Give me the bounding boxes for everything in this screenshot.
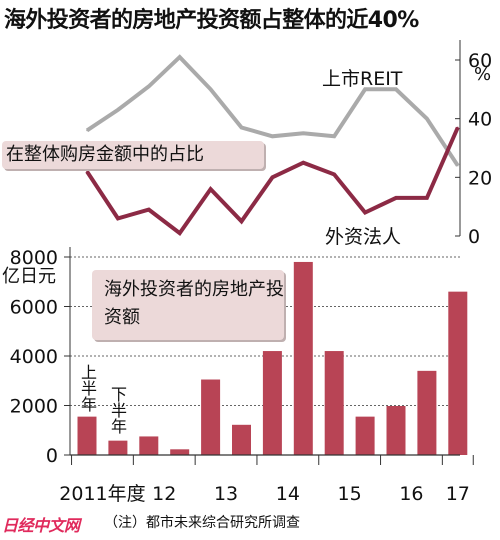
bar-2011下半年 [108, 440, 128, 455]
series-line-reit-point [302, 132, 305, 135]
chart-title: 海外投资者的房地产投资额占整体的近40% [4, 8, 419, 33]
y-right-tick-label: 20 [468, 167, 492, 189]
series-line-foreign-point [333, 173, 336, 176]
series-line-reit-point [209, 88, 212, 91]
legend-reit-label: 上市REIT [322, 68, 403, 90]
series-line-foreign-point [457, 126, 459, 129]
series-line-reit-point [240, 126, 243, 129]
bar-2011上半年 [77, 416, 97, 455]
x-year-label: 13 [214, 483, 238, 505]
y-left-tick-label: 6000 [10, 297, 58, 319]
series-line-reit-point [117, 109, 119, 111]
bar-2014下半年 [293, 261, 313, 455]
share-panel-label: 在整体购房金额中的占比 [2, 141, 264, 169]
series-line-reit-point [395, 88, 397, 91]
series-line-foreign-point [86, 170, 88, 173]
series-line-foreign-point [426, 197, 428, 199]
series-line-reit-point [364, 88, 366, 91]
y-left-tick-label: 0 [46, 445, 58, 467]
series-line-reit-point [148, 85, 150, 88]
series-line-reit-point [333, 135, 336, 138]
bar-2016下半年 [417, 370, 437, 455]
bar-2014上半年 [262, 351, 282, 455]
y-right-tick-label: 40 [468, 109, 492, 131]
series-line-foreign-point [364, 211, 366, 214]
annotation-second-half: 下半年 [108, 386, 127, 434]
series-line-reit-point [178, 56, 181, 58]
series-line-foreign-point [302, 161, 305, 164]
x-year-label: 16 [399, 483, 423, 505]
x-year-label: 15 [338, 483, 362, 505]
series-line-reit-point [86, 129, 88, 132]
bar-2013下半年 [232, 424, 251, 455]
bar-2017上半年 [448, 291, 468, 455]
bar-2012下半年 [170, 449, 190, 455]
bar-2016上半年 [386, 405, 406, 455]
series-line-reit-point [457, 164, 459, 167]
series-line-foreign-point [271, 176, 274, 179]
series-line-foreign-point [395, 197, 397, 199]
y-left-tick-label: 4000 [10, 346, 58, 368]
x-year-label: 14 [276, 483, 300, 505]
source-note: （注）都市未来综合研究所调查 [104, 515, 300, 531]
series-line-foreign-point [117, 217, 119, 220]
x-year-label: 12 [152, 483, 176, 505]
x-year-label: 17 [446, 483, 470, 505]
series-line-foreign-point [178, 232, 181, 234]
series-line-reit-point [426, 117, 428, 120]
bar-2015上半年 [324, 351, 344, 455]
y-right-tick-label: 60 [468, 50, 492, 72]
nikkei-chinese-logo: 日经中文网 [2, 516, 80, 535]
share-panel-title: 在整体购房金额中的占比 [6, 144, 204, 165]
bar-2015下半年 [355, 416, 375, 455]
y-left-tick-label: 8000 [10, 247, 58, 269]
y-left-tick-label: 2000 [10, 396, 58, 418]
series-line-reit-point [271, 135, 274, 138]
series-line-foreign-point [148, 208, 150, 211]
y-right-unit: % [474, 64, 492, 85]
legend-foreign-label: 外资法人 [325, 226, 402, 248]
x-year-label: 2011年度 [59, 483, 145, 505]
annotation-first-half: 上半年 [78, 364, 97, 412]
series-line-foreign-point [209, 188, 212, 190]
y-right-tick-label: 0 [468, 226, 480, 248]
series-line-foreign-point [240, 220, 243, 223]
bar-2013上半年 [201, 379, 221, 455]
bar-2012上半年 [139, 436, 159, 455]
investment-panel-title: 海外投资者的房地产投资额 [104, 279, 284, 328]
investment-panel-label: 海外投资者的房地产投资额 [92, 270, 284, 340]
y-left-unit: 亿日元 [2, 266, 56, 287]
